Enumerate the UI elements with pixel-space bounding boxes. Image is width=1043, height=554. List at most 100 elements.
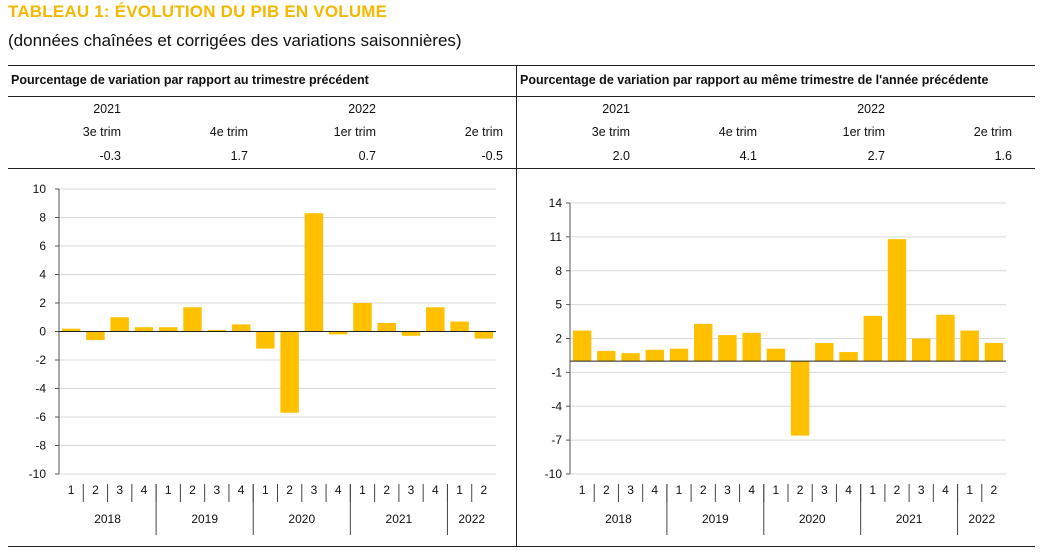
left-bar xyxy=(110,317,129,332)
left-ytick-label: -10 xyxy=(29,467,47,481)
left-bar xyxy=(450,321,469,332)
right-ytick-label: -10 xyxy=(545,467,563,481)
left-quarter-label: 1 xyxy=(165,483,172,497)
top-rule xyxy=(8,65,1035,66)
right-bar xyxy=(887,239,907,362)
right-quarter-3: 1er trim xyxy=(842,125,885,139)
left-quarter-label: 3 xyxy=(116,483,123,497)
right-ytick-label: 5 xyxy=(555,298,562,312)
left-bar xyxy=(474,331,494,339)
left-year-label: 2022 xyxy=(458,512,485,526)
left-year-2022: 2022 xyxy=(348,102,376,116)
left-quarter-label: 2 xyxy=(92,483,99,497)
right-quarter-label: 4 xyxy=(942,483,949,497)
right-quarter-label: 2 xyxy=(700,483,707,497)
left-bar xyxy=(426,307,445,332)
left-year-label: 2020 xyxy=(288,512,315,526)
left-quarter-label: 4 xyxy=(432,483,439,497)
right-table-header: Pourcentage de variation par rapport au … xyxy=(520,73,989,87)
right-quarter-label: 1 xyxy=(966,483,973,497)
right-bar xyxy=(790,361,810,436)
right-bar xyxy=(645,349,664,362)
left-ytick-label: 6 xyxy=(39,239,46,253)
right-bar xyxy=(936,314,955,362)
left-ytick-label: -6 xyxy=(35,410,46,424)
right-ytick-label: 11 xyxy=(550,230,563,244)
right-ytick-label: 14 xyxy=(549,196,563,210)
left-bar xyxy=(183,307,202,332)
right-ytick-label: -4 xyxy=(551,399,562,413)
left-quarter-3: 1er trim xyxy=(333,125,376,139)
left-quarter-label: 4 xyxy=(141,483,148,497)
right-quarter-label: 1 xyxy=(869,483,876,497)
right-value-1: 2.0 xyxy=(612,149,630,163)
left-bar xyxy=(304,213,324,332)
right-quarter-label: 4 xyxy=(651,483,658,497)
right-quarter-label: 2 xyxy=(991,483,998,497)
left-ytick-label: 10 xyxy=(33,182,47,196)
right-quarter-label: 4 xyxy=(748,483,755,497)
right-ytick-label: 8 xyxy=(555,264,562,278)
left-bar xyxy=(231,324,251,332)
right-quarter-label: 1 xyxy=(773,483,780,497)
left-bar xyxy=(328,331,348,335)
center-divider xyxy=(516,65,517,547)
right-quarter-label: 2 xyxy=(797,483,804,497)
right-bar xyxy=(960,330,979,362)
left-quarter-label: 1 xyxy=(456,483,463,497)
right-bar xyxy=(597,350,616,362)
right-bar xyxy=(572,330,592,362)
right-year-label: 2020 xyxy=(799,512,826,526)
right-quarter-label: 3 xyxy=(918,483,925,497)
right-bar xyxy=(669,348,689,362)
right-bar xyxy=(815,343,834,362)
right-ytick-label: -7 xyxy=(551,433,562,447)
left-quarter-label: 2 xyxy=(286,483,293,497)
right-bar xyxy=(984,343,1004,362)
left-quarter-1: 3e trim xyxy=(82,125,121,139)
right-year-2022: 2022 xyxy=(857,102,885,116)
right-bar xyxy=(742,332,761,362)
left-ytick-label: 0 xyxy=(39,325,46,339)
right-quarter-label: 1 xyxy=(579,483,586,497)
left-bar xyxy=(61,328,81,332)
bottom-rule xyxy=(8,546,1035,547)
right-bar xyxy=(718,335,737,362)
right-bar xyxy=(839,352,858,362)
right-ytick-label: 2 xyxy=(555,332,562,346)
left-bar xyxy=(280,331,299,413)
right-quarter-label: 3 xyxy=(627,483,634,497)
right-year-label: 2022 xyxy=(968,512,995,526)
left-value-3: 0.7 xyxy=(358,149,376,163)
right-value-2: 4.1 xyxy=(739,149,757,163)
left-quarter-label: 1 xyxy=(68,483,75,497)
left-quarter-label: 1 xyxy=(262,483,269,497)
left-year-label: 2018 xyxy=(94,512,121,526)
right-bar xyxy=(912,338,931,362)
left-ytick-label: 2 xyxy=(39,296,46,310)
table-bottom-rule xyxy=(8,168,1035,169)
left-quarter-label: 3 xyxy=(213,483,220,497)
left-quarter-label: 2 xyxy=(189,483,196,497)
left-quarter-label: 2 xyxy=(481,483,488,497)
left-bar xyxy=(86,331,105,341)
left-ytick-label: 4 xyxy=(39,268,46,282)
left-quarter-label: 4 xyxy=(238,483,245,497)
left-quarter-label: 4 xyxy=(335,483,342,497)
left-ytick-label: 8 xyxy=(39,211,46,225)
right-bar xyxy=(766,348,786,362)
left-quarter-4: 2e trim xyxy=(464,125,503,139)
right-quarter-label: 2 xyxy=(894,483,901,497)
right-year-2021: 2021 xyxy=(602,102,630,116)
page-title: TABLEAU 1: ÉVOLUTION DU PIB EN VOLUME xyxy=(8,2,388,21)
left-quarter-2: 4e trim xyxy=(209,125,248,139)
right-ytick-label: -1 xyxy=(551,365,562,379)
right-value-4: 1.6 xyxy=(994,149,1012,163)
left-ytick-label: -2 xyxy=(35,353,46,367)
left-bar xyxy=(256,331,275,349)
left-ytick-label: -8 xyxy=(35,439,46,453)
left-quarter-label: 2 xyxy=(383,483,390,497)
right-quarter-4: 2e trim xyxy=(973,125,1012,139)
left-bar xyxy=(401,331,421,336)
